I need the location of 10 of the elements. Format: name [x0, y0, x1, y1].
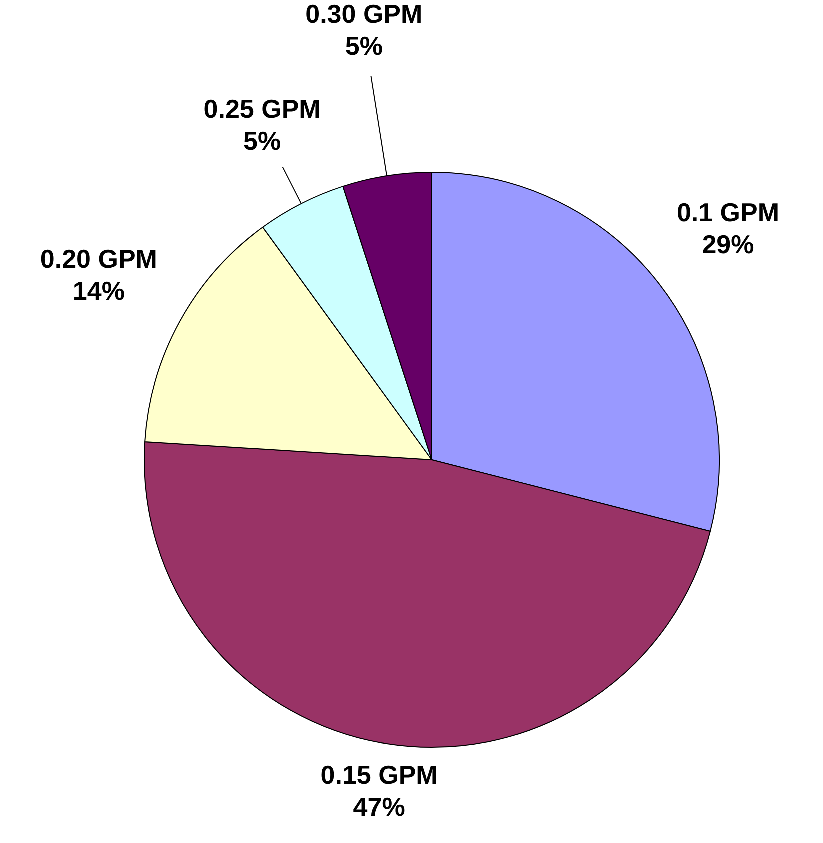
data-label: 47%	[353, 792, 406, 822]
slice-label: 0.30 GPM	[306, 0, 423, 29]
slice-label: 0.15 GPM	[320, 760, 438, 790]
data-label: 14%	[72, 276, 125, 306]
data-label: 5%	[244, 126, 282, 156]
data-label: 5%	[345, 30, 383, 61]
slice-label: 0.20 GPM	[40, 244, 158, 274]
data-label: 29%	[702, 229, 754, 260]
slice-label: 0.1 GPM	[676, 197, 780, 228]
slice-label: 0.25 GPM	[204, 94, 321, 124]
